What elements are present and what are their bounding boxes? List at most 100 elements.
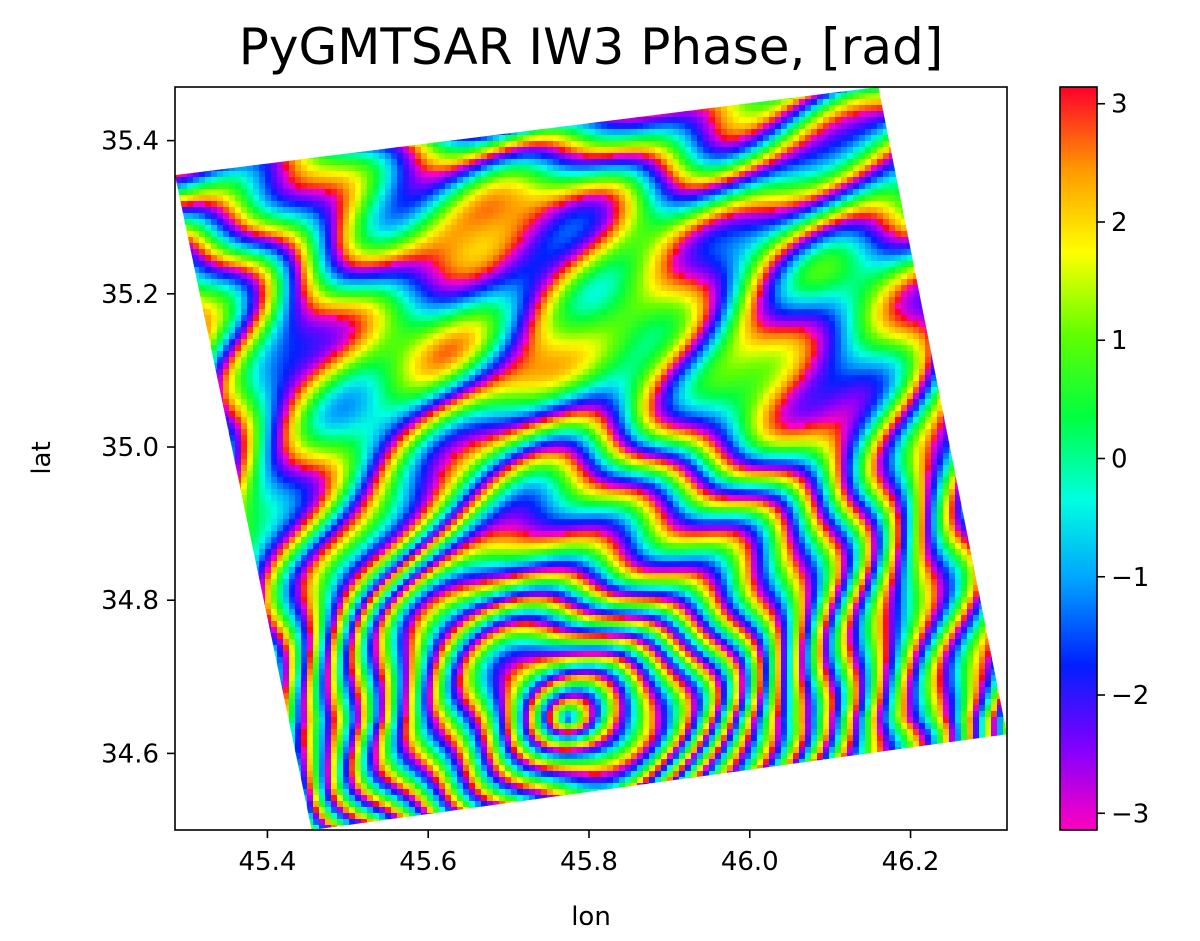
phase-cell xyxy=(337,297,344,304)
phase-cell xyxy=(739,195,746,202)
phase-cell xyxy=(361,177,368,184)
phase-cell xyxy=(349,165,356,172)
phase-cell xyxy=(301,267,308,274)
phase-cell xyxy=(679,285,686,292)
phase-cell xyxy=(679,147,686,154)
phase-cell xyxy=(205,237,212,244)
phase-cell xyxy=(601,141,608,148)
phase-cell xyxy=(781,201,788,208)
phase-cell xyxy=(781,297,788,304)
phase-cell xyxy=(907,267,914,274)
phase-cell xyxy=(871,183,878,190)
phase-cell xyxy=(793,249,800,256)
phase-cell xyxy=(805,105,812,112)
phase-cell xyxy=(445,279,452,286)
phase-cell xyxy=(679,279,686,286)
phase-cell xyxy=(751,273,758,280)
phase-cell xyxy=(751,231,758,238)
phase-cell xyxy=(451,225,458,232)
phase-cell xyxy=(451,261,458,268)
phase-cell xyxy=(745,279,752,286)
phase-cell xyxy=(457,285,464,292)
phase-cell xyxy=(403,189,410,196)
phase-cell xyxy=(823,147,830,154)
phase-cell xyxy=(397,243,404,250)
phase-cell xyxy=(541,231,548,238)
phase-cell xyxy=(607,135,614,142)
phase-cell xyxy=(571,249,578,256)
phase-cell xyxy=(379,237,386,244)
phase-cell xyxy=(565,231,572,238)
phase-cell xyxy=(541,219,548,226)
phase-cell xyxy=(481,225,488,232)
phase-cell xyxy=(397,237,404,244)
phase-cell xyxy=(667,291,674,298)
phase-cell xyxy=(805,273,812,280)
phase-cell xyxy=(421,165,428,172)
phase-cell xyxy=(619,219,626,226)
phase-cell xyxy=(787,291,794,298)
phase-cell xyxy=(703,117,710,124)
phase-cell xyxy=(643,267,650,274)
phase-cell xyxy=(709,111,716,118)
phase-cell xyxy=(331,297,338,304)
phase-cell xyxy=(655,279,662,286)
phase-cell xyxy=(445,207,452,214)
phase-cell xyxy=(583,177,590,184)
phase-cell xyxy=(439,165,446,172)
phase-cell xyxy=(271,231,278,238)
phase-cell xyxy=(325,159,332,166)
phase-cell xyxy=(739,117,746,124)
phase-cell xyxy=(769,225,776,232)
phase-cell xyxy=(319,171,326,178)
phase-cell xyxy=(577,141,584,148)
phase-cell xyxy=(397,231,404,238)
phase-cell xyxy=(667,177,674,184)
phase-cell xyxy=(505,159,512,166)
phase-cell xyxy=(517,255,524,262)
phase-cell xyxy=(277,273,284,280)
phase-cell xyxy=(283,213,290,220)
phase-cell xyxy=(385,219,392,226)
phase-cell xyxy=(589,141,596,148)
phase-cell xyxy=(721,207,728,214)
phase-cell xyxy=(841,141,848,148)
phase-cell xyxy=(235,177,242,184)
phase-cell xyxy=(277,219,284,226)
phase-cell xyxy=(373,261,380,268)
phase-cell xyxy=(799,207,806,214)
phase-cell xyxy=(433,225,440,232)
phase-cell xyxy=(373,297,380,304)
phase-cell xyxy=(625,261,632,268)
phase-cell xyxy=(607,171,614,178)
phase-cell xyxy=(373,219,380,226)
phase-cell xyxy=(451,285,458,292)
phase-cell xyxy=(181,177,188,184)
phase-cell xyxy=(205,171,212,178)
phase-cell xyxy=(283,219,290,226)
phase-cell xyxy=(433,273,440,280)
phase-cell xyxy=(199,237,206,244)
phase-cell xyxy=(709,249,716,256)
phase-cell xyxy=(415,255,422,262)
phase-cell xyxy=(445,237,452,244)
phase-cell xyxy=(247,189,254,196)
phase-cell xyxy=(589,135,596,142)
phase-cell xyxy=(709,213,716,220)
phase-cell xyxy=(499,171,506,178)
phase-cell xyxy=(643,297,650,304)
phase-cell xyxy=(865,129,872,136)
phase-cell xyxy=(733,135,740,142)
phase-cell xyxy=(349,261,356,268)
phase-cell xyxy=(841,237,848,244)
phase-cell xyxy=(607,207,614,214)
phase-cell xyxy=(583,249,590,256)
phase-cell xyxy=(715,261,722,268)
phase-cell xyxy=(205,177,212,184)
phase-cell xyxy=(511,297,518,304)
phase-cell xyxy=(643,153,650,160)
phase-cell xyxy=(853,255,860,262)
phase-cell xyxy=(241,207,248,214)
phase-cell xyxy=(769,177,776,184)
phase-cell xyxy=(853,183,860,190)
